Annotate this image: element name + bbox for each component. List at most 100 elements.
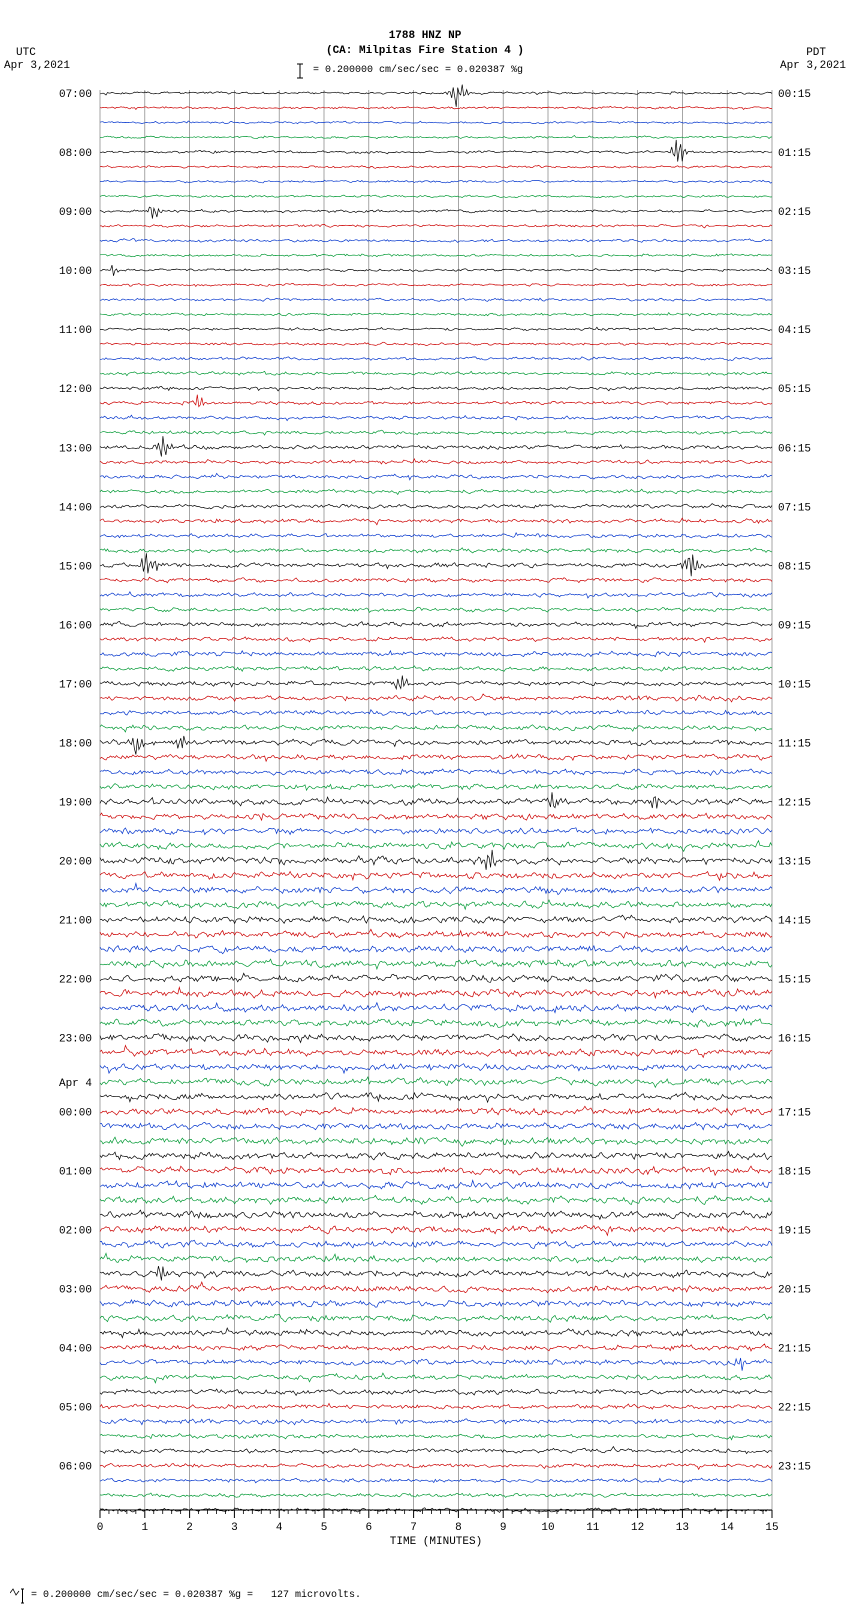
trace-row [100, 180, 772, 183]
x-tick-label: 11 [586, 1522, 600, 1534]
right-time-label: 07:15 [778, 502, 811, 514]
trace-row [100, 85, 772, 107]
trace-row [100, 900, 772, 909]
x-tick-label: 15 [765, 1522, 778, 1534]
trace-row [100, 1240, 772, 1248]
right-time-label: 06:15 [778, 443, 811, 455]
left-time-label: 02:00 [59, 1226, 92, 1238]
pdt-date: Apr 3,2021 [780, 60, 846, 72]
right-time-label: 10:15 [778, 679, 811, 691]
trace-row [100, 283, 772, 286]
trace-row [100, 106, 772, 109]
trace-row [100, 430, 772, 435]
trace-row [100, 1210, 772, 1219]
right-time-label: 12:15 [778, 798, 811, 810]
left-time-label: 12:00 [59, 384, 92, 396]
trace-row [100, 1045, 772, 1057]
left-time-label: 17:00 [59, 679, 92, 691]
trace-row [100, 371, 772, 375]
x-tick-label: 4 [276, 1522, 283, 1534]
trace-row [100, 945, 772, 953]
scale-text-bottom: = 0.200000 cm/sec/sec = 0.020387 %g = 12… [25, 1590, 361, 1601]
left-time-label: 00:00 [59, 1107, 92, 1119]
left-time-label: 01:00 [59, 1167, 92, 1179]
trace-row [100, 607, 772, 613]
trace-row [100, 973, 772, 982]
x-tick-label: 5 [321, 1522, 328, 1534]
left-time-label: 21:00 [59, 916, 92, 928]
trace-row [100, 792, 772, 808]
x-tick-label: 3 [231, 1522, 238, 1534]
seismogram-plot: 0123456789101112131415TIME (MINUTES)07:0… [50, 85, 800, 1550]
trace-row [100, 1314, 772, 1322]
left-time-label: 11:00 [59, 325, 92, 337]
trace-row [100, 915, 772, 923]
trace-row [100, 883, 772, 894]
right-time-label: 03:15 [778, 266, 811, 278]
left-time-label: 15:00 [59, 561, 92, 573]
right-time-label: 17:15 [778, 1107, 811, 1119]
right-time-label: 11:15 [778, 738, 811, 750]
trace-row [100, 548, 772, 553]
trace-row [100, 1253, 772, 1263]
right-time-label: 01:15 [778, 148, 811, 160]
trace-row [100, 1034, 772, 1043]
trace-row [100, 754, 772, 761]
right-time-label: 20:15 [778, 1285, 811, 1297]
trace-row [100, 533, 772, 538]
left-time-label: 08:00 [59, 148, 92, 160]
left-time-label: 04:00 [59, 1344, 92, 1356]
trace-row [100, 621, 772, 628]
left-time-label: 05:00 [59, 1403, 92, 1415]
right-time-label: 23:15 [778, 1462, 811, 1474]
station-id: 1788 HNZ NP [0, 30, 850, 42]
right-time-label: 19:15 [778, 1226, 811, 1238]
trace-row [100, 1137, 772, 1146]
trace-row [100, 710, 772, 716]
trace-row [100, 239, 772, 243]
trace-row [100, 1226, 772, 1236]
trace-row [100, 1493, 772, 1497]
right-time-label: 14:15 [778, 916, 811, 928]
trace-row [100, 1092, 772, 1102]
x-axis-label: TIME (MINUTES) [390, 1536, 482, 1548]
trace-row [100, 1358, 772, 1371]
right-time-label: 15:15 [778, 975, 811, 987]
scale-bar-top [295, 62, 305, 80]
trace-row [100, 313, 772, 316]
trace-row [100, 1434, 772, 1440]
trace-row [100, 207, 772, 219]
x-tick-label: 9 [500, 1522, 507, 1534]
trace-row [100, 813, 772, 820]
trace-row [100, 195, 772, 198]
trace-row [100, 395, 772, 407]
left-time-label: 18:00 [59, 738, 92, 750]
right-time-label: 05:15 [778, 384, 811, 396]
right-time-label: 18:15 [778, 1167, 811, 1179]
x-tick-label: 0 [97, 1522, 104, 1534]
left-time-label: 10:00 [59, 266, 92, 278]
left-time-label: 23:00 [59, 1034, 92, 1046]
right-time-label: 21:15 [778, 1344, 811, 1356]
left-time-label: 14:00 [59, 502, 92, 514]
right-time-label: 16:15 [778, 1034, 811, 1046]
trace-row [100, 1151, 772, 1160]
trace-row [100, 1478, 772, 1483]
trace-row [100, 736, 772, 755]
trace-row [100, 725, 772, 732]
x-tick-label: 1 [141, 1522, 148, 1534]
trace-row [100, 1077, 772, 1087]
trace-row [100, 1463, 772, 1469]
trace-row [100, 1344, 772, 1351]
left-date-label: Apr 4 [59, 1078, 92, 1090]
x-tick-label: 6 [365, 1522, 372, 1534]
x-tick-label: 8 [455, 1522, 462, 1534]
left-time-label: 19:00 [59, 798, 92, 810]
trace-row [100, 1266, 772, 1280]
trace-row [100, 489, 772, 494]
left-time-label: 20:00 [59, 857, 92, 869]
trace-row [100, 298, 772, 301]
trace-row [100, 1019, 772, 1028]
x-tick-label: 10 [541, 1522, 554, 1534]
right-time-label: 04:15 [778, 325, 811, 337]
